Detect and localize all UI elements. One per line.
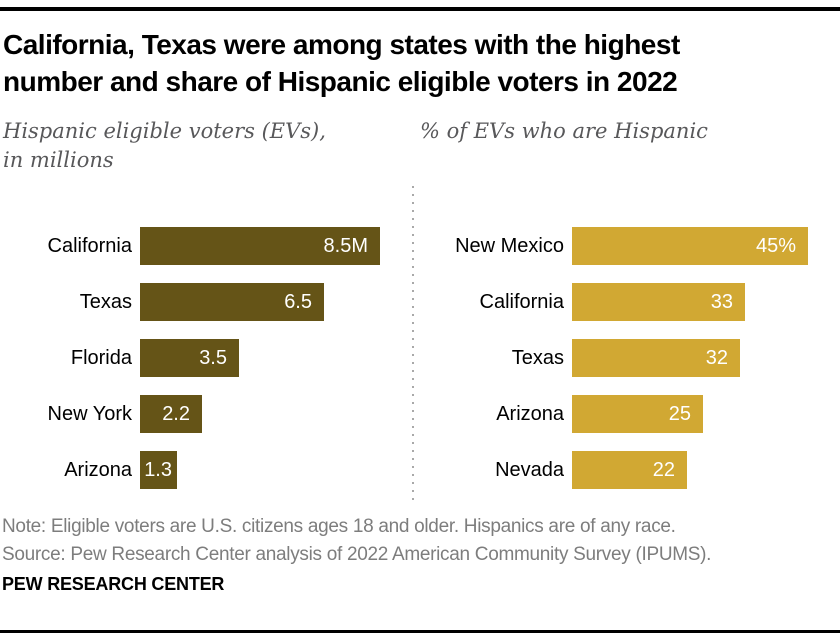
value-label-new-mexico: 45%	[755, 234, 796, 257]
hispanic-ev-millions-chart: California 8.5M Texas 6.5 Florida 3.5 New York…	[0, 227, 413, 507]
bar-track: 45%	[572, 227, 840, 265]
value-label-california: 33	[710, 290, 733, 313]
bar-california: 33	[572, 283, 745, 321]
chart-row-texas: Texas 32	[420, 339, 840, 377]
category-label-arizona: Arizona	[64, 458, 132, 481]
left-chart-subtitle: Hispanic eligible voters (EVs), in milli…	[3, 117, 420, 175]
value-label-nevada: 22	[652, 458, 675, 481]
bar-track: 22	[572, 451, 840, 489]
chart-row-new-mexico: New Mexico 45%	[420, 227, 840, 265]
bar-texas: 32	[572, 339, 740, 377]
bar-track: 33	[572, 283, 840, 321]
chart-row-california: California 33	[420, 283, 840, 321]
page-title: California, Texas were among states with…	[3, 26, 833, 100]
bar-new-york: 2.2	[140, 395, 202, 433]
bar-track: 3.5	[140, 339, 413, 377]
category-label-texas: Texas	[511, 346, 564, 369]
chart-area: California 8.5M Texas 6.5 Florida 3.5 New York…	[0, 186, 840, 500]
page-title-line2: number and share of Hispanic eligible vo…	[3, 66, 678, 97]
chart-subtitles: Hispanic eligible voters (EVs), in milli…	[3, 117, 837, 175]
bar-texas: 6.5	[140, 283, 324, 321]
bar-track: 32	[572, 339, 840, 377]
page-title-line1: California, Texas were among states with…	[3, 29, 680, 60]
category-label-new-york: New York	[47, 402, 133, 425]
hispanic-ev-percent-chart: New Mexico 45% California 33 Texas 32 Arizona 2…	[420, 227, 840, 507]
bar-arizona: 1.3	[140, 451, 177, 489]
category-label-california: California	[47, 234, 132, 257]
bar-new-mexico: 45%	[572, 227, 808, 265]
footnotes: Note: Eligible voters are U.S. citizens …	[2, 513, 822, 569]
left-chart-subtitle-line1: Hispanic eligible voters (EVs),	[3, 119, 326, 143]
value-label-new-york: 2.2	[162, 402, 190, 425]
bar-arizona: 25	[572, 395, 703, 433]
note-text: Note: Eligible voters are U.S. citizens …	[2, 516, 676, 537]
value-label-texas: 32	[705, 346, 728, 369]
chart-row-arizona: Arizona 25	[420, 395, 840, 433]
category-label-nevada: Nevada	[495, 458, 564, 481]
bar-track: 1.3	[140, 451, 413, 489]
category-label-arizona: Arizona	[496, 402, 564, 425]
bar-track: 25	[572, 395, 840, 433]
value-label-arizona: 25	[668, 402, 691, 425]
bottom-divider-rule	[0, 630, 840, 633]
bar-florida: 3.5	[140, 339, 239, 377]
top-divider-rule	[0, 7, 840, 11]
category-label-new-mexico: New Mexico	[455, 234, 564, 257]
value-label-texas: 6.5	[284, 290, 312, 313]
chart-row-new-york: New York 2.2	[0, 395, 413, 433]
chart-row-florida: Florida 3.5	[0, 339, 413, 377]
chart-row-california: California 8.5M	[0, 227, 413, 265]
bar-track: 6.5	[140, 283, 413, 321]
category-label-texas: Texas	[79, 290, 132, 313]
value-label-arizona: 1.3	[144, 458, 172, 481]
bar-track: 2.2	[140, 395, 413, 433]
chart-row-nevada: Nevada 22	[420, 451, 840, 489]
value-label-florida: 3.5	[199, 346, 227, 369]
value-label-california: 8.5M	[323, 234, 368, 257]
bar-california: 8.5M	[140, 227, 380, 265]
pew-research-center-wordmark: PEW RESEARCH CENTER	[2, 574, 225, 594]
category-label-california: California	[479, 290, 564, 313]
dotted-divider-line	[412, 186, 414, 500]
left-chart-subtitle-line2: in millions	[3, 148, 114, 172]
category-label-florida: Florida	[70, 346, 132, 369]
source-text: Source: Pew Research Center analysis of …	[2, 544, 712, 565]
bar-nevada: 22	[572, 451, 687, 489]
chart-row-arizona: Arizona 1.3	[0, 451, 413, 489]
chart-row-texas: Texas 6.5	[0, 283, 413, 321]
right-chart-subtitle: % of EVs who are Hispanic	[420, 119, 708, 143]
bar-track: 8.5M	[140, 227, 413, 265]
